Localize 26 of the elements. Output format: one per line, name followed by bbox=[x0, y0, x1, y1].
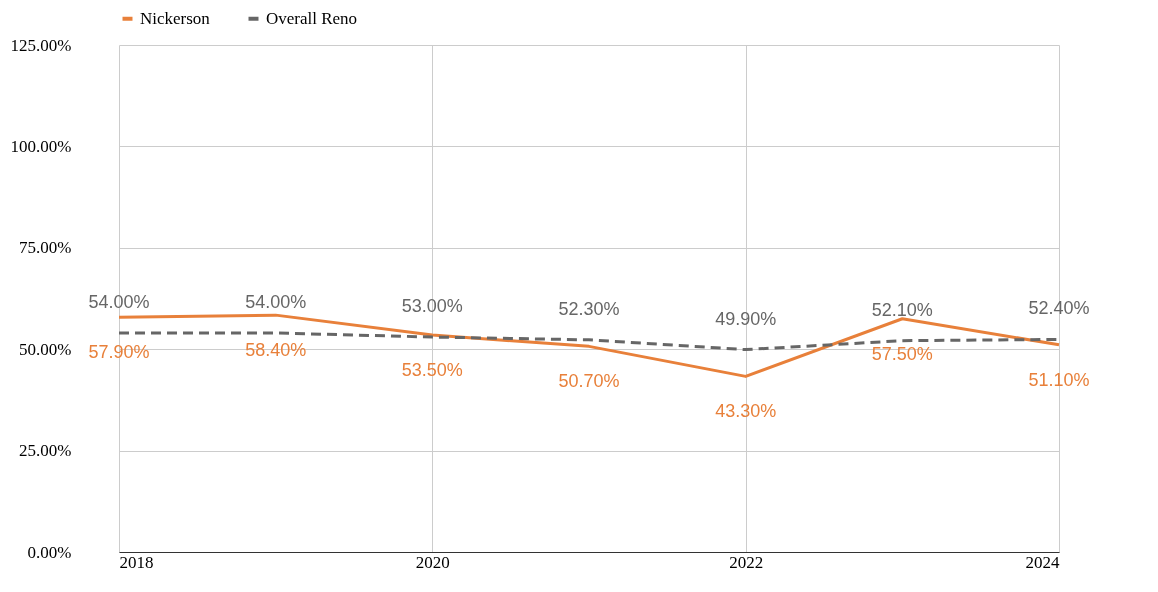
data-label: 57.90% bbox=[88, 342, 150, 363]
x-tick-label: 2020 bbox=[415, 552, 450, 572]
x-tick-label: 2022 bbox=[729, 552, 764, 572]
y-tick-label: 0.00% bbox=[27, 542, 72, 562]
y-tick-label: 125.00% bbox=[10, 35, 72, 55]
data-label: 53.00% bbox=[401, 296, 463, 317]
y-tick-label: 100.00% bbox=[10, 136, 72, 156]
data-label: 58.40% bbox=[245, 340, 307, 361]
x-tick-label: 2024 bbox=[1025, 552, 1060, 572]
legend-label: Nickerson bbox=[140, 8, 211, 28]
data-label: 51.10% bbox=[1028, 369, 1090, 390]
data-label: 54.00% bbox=[88, 291, 150, 312]
x-tick-label: 2018 bbox=[119, 552, 154, 572]
data-label: 54.00% bbox=[245, 291, 307, 312]
data-label: 43.30% bbox=[715, 401, 777, 422]
data-label: 52.10% bbox=[871, 299, 933, 320]
data-label: 52.40% bbox=[1028, 298, 1090, 319]
data-label: 50.70% bbox=[558, 371, 620, 392]
data-label: 52.30% bbox=[558, 298, 620, 319]
data-label: 57.50% bbox=[871, 343, 933, 364]
y-tick-label: 25.00% bbox=[19, 441, 72, 461]
y-tick-label: 50.00% bbox=[19, 339, 72, 359]
y-tick-label: 75.00% bbox=[19, 238, 72, 258]
data-label: 53.50% bbox=[401, 360, 463, 380]
legend-label: Overall Reno bbox=[266, 8, 358, 28]
data-label: 49.90% bbox=[715, 308, 777, 329]
